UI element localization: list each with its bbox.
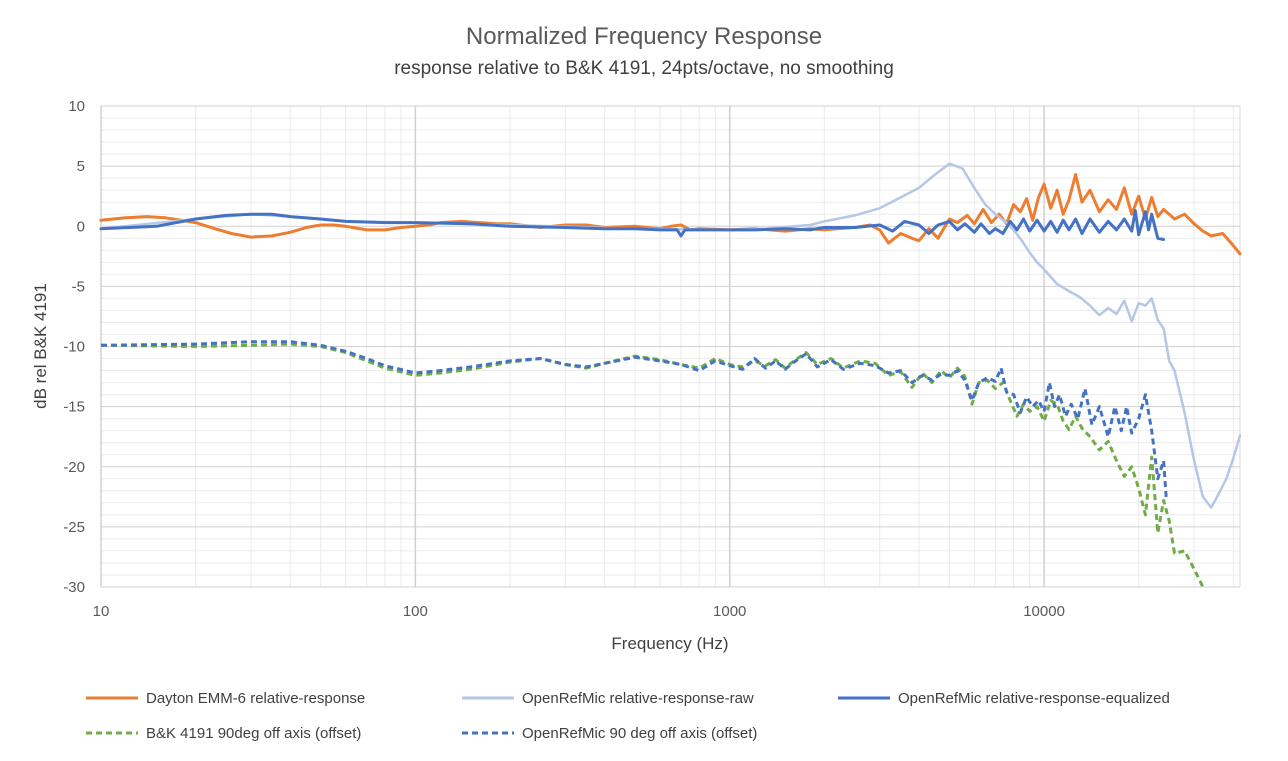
series-line-3: [99, 209, 1166, 241]
legend-label-4: B&K 4191 90deg off axis (offset): [146, 725, 361, 742]
x-axis-title: Frequency (Hz): [611, 634, 728, 653]
chart-title: Normalized Frequency Response: [466, 23, 822, 50]
x-axis-ticks: 10 100 1000 10000: [93, 603, 1065, 620]
x-tick-label: 10: [93, 603, 110, 620]
y-tick-label: 10: [68, 98, 85, 115]
y-tick-label: -10: [63, 339, 85, 356]
y-tick-label: 5: [77, 158, 85, 175]
y-tick-label: -15: [63, 399, 85, 416]
legend-label-1: Dayton EMM-6 relative-response: [146, 690, 365, 707]
x-tick-label: 1000: [713, 603, 746, 620]
legend-label-5: OpenRefMic 90 deg off axis (offset): [522, 725, 757, 742]
series-line-5: [100, 340, 1168, 501]
legend: Dayton EMM-6 relative-response OpenRefMic…: [86, 690, 1170, 742]
y-tick-label: -5: [72, 278, 85, 295]
plot-series: [99, 162, 1242, 588]
x-tick-label: 10000: [1023, 603, 1065, 620]
y-tick-label: -30: [63, 579, 85, 596]
y-tick-label: -20: [63, 459, 85, 476]
legend-label-3: OpenRefMic relative-response-equalized: [898, 690, 1170, 707]
x-tick-label: 100: [403, 603, 428, 620]
y-tick-label: 0: [77, 218, 85, 235]
series-line-4: [100, 342, 1205, 588]
major-gridlines: [100, 105, 1240, 588]
chart-subtitle: response relative to B&K 4191, 24pts/oct…: [394, 58, 894, 79]
y-axis-ticks: 10 5 0 -5 -10 -15 -20 -25 -30: [63, 98, 85, 596]
series-line-1: [99, 173, 1242, 256]
legend-label-2: OpenRefMic relative-response-raw: [522, 690, 754, 707]
y-axis-title: dB rel B&K 4191: [31, 283, 50, 409]
y-tick-label: -25: [63, 519, 85, 536]
